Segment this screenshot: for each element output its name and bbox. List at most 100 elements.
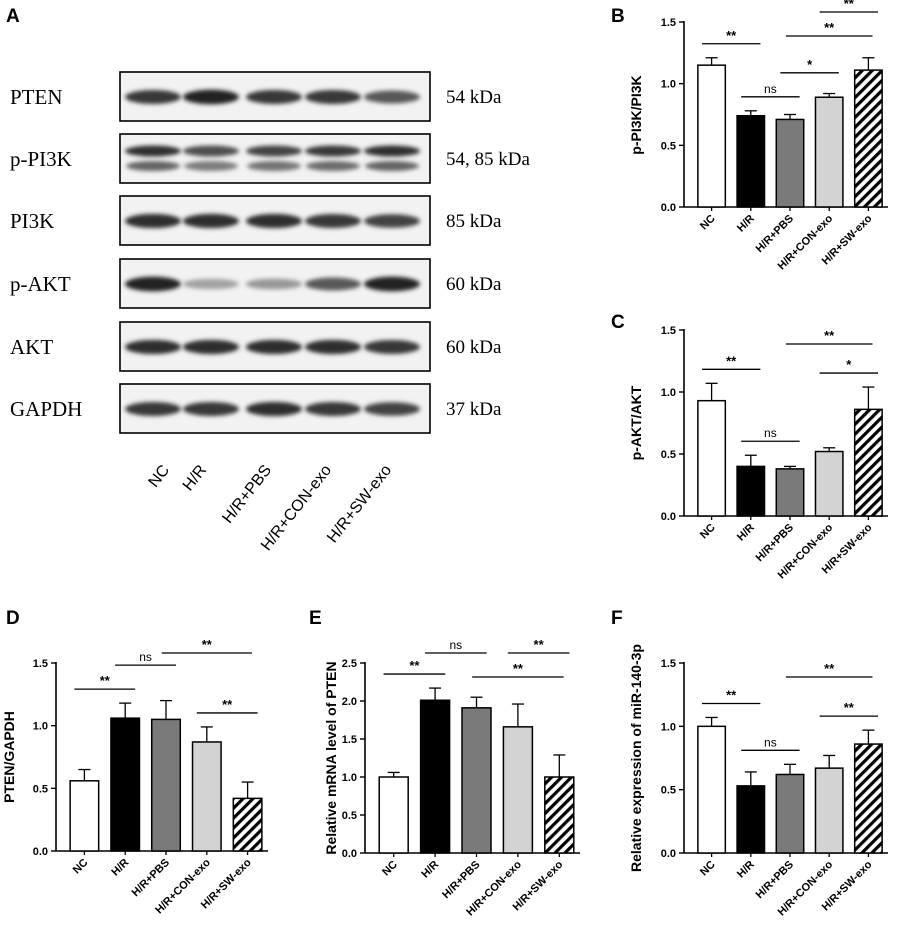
y-tick-label: 0.0 — [661, 202, 676, 214]
blot-band — [183, 402, 239, 416]
y-tick-label: 1.5 — [661, 17, 676, 29]
y-tick-label: 2.5 — [342, 658, 357, 670]
blot-band — [305, 339, 361, 355]
bar — [775, 468, 805, 517]
bar — [502, 726, 534, 854]
significance-label: ** — [409, 658, 420, 673]
significance-label: ns — [764, 426, 777, 440]
bar — [697, 64, 727, 208]
significance-label: ** — [513, 661, 524, 676]
y-tick-label: 0.0 — [342, 848, 357, 860]
significance-label: ** — [726, 353, 737, 368]
significance-label: * — [846, 357, 852, 372]
panel-letter-c: C — [611, 312, 625, 333]
y-tick-label: 1.5 — [33, 658, 48, 670]
blot-band — [305, 402, 361, 416]
blot-protein-label: p-AKT — [10, 272, 71, 296]
panel-letter-f: F — [611, 608, 623, 629]
y-tick-label: 2.0 — [342, 696, 357, 708]
x-tick-label: H/R — [419, 859, 441, 881]
blot-band — [305, 214, 361, 228]
y-tick-label: 0.0 — [661, 511, 676, 523]
bar — [150, 718, 182, 852]
blot-kda-label: 60 kDa — [446, 274, 502, 295]
blot-band — [125, 145, 181, 157]
x-tick-label: H/R+PBS — [130, 857, 172, 899]
blot-band — [305, 145, 361, 157]
y-tick-label: 1.0 — [661, 79, 676, 91]
blot-protein-label: PI3K — [10, 209, 54, 233]
significance-label: ** — [202, 637, 213, 652]
bar — [736, 465, 766, 517]
bar — [110, 717, 141, 852]
y-tick-label: 0.5 — [661, 785, 676, 797]
significance-label: ** — [844, 0, 855, 11]
bar — [814, 96, 844, 208]
blot-band — [246, 145, 302, 157]
y-tick-label: 0.5 — [661, 140, 676, 152]
significance-label: ns — [449, 638, 462, 652]
bar — [69, 780, 100, 852]
blot-band — [183, 89, 239, 105]
blot-kda-label: 60 kDa — [446, 337, 502, 358]
blot-band — [125, 90, 181, 104]
y-tick-label: 1.0 — [661, 721, 676, 733]
blot-band — [183, 213, 239, 229]
significance-label: ** — [824, 661, 835, 676]
blot-protein-label: PTEN — [10, 85, 63, 109]
x-tick-label: NC — [380, 859, 400, 879]
blot-band — [364, 402, 420, 416]
blot-protein-label: GAPDH — [10, 397, 82, 421]
blot-band — [364, 214, 420, 228]
y-tick-label: 0.5 — [33, 783, 48, 795]
significance-label: ** — [726, 687, 737, 702]
blot-band — [246, 339, 302, 355]
y-axis-label: Relative mRNA level of PTEN — [323, 661, 339, 854]
x-tick-label: H/R — [735, 522, 757, 544]
blot-lane-label: H/R — [180, 462, 210, 494]
bar — [814, 450, 844, 517]
x-tick-label: H/R+PBS — [440, 859, 482, 901]
y-tick-label: 0.5 — [661, 449, 676, 461]
blot-band — [125, 276, 181, 292]
significance-label: ** — [824, 20, 835, 35]
blot-band — [183, 339, 239, 355]
blot-kda-label: 37 kDa — [446, 399, 502, 420]
y-axis-label: p-AKT/AKT — [628, 385, 644, 460]
significance-label: ns — [139, 650, 152, 664]
blot-band — [364, 340, 420, 354]
y-tick-label: 1.0 — [342, 772, 357, 784]
y-tick-label: 0.0 — [661, 848, 676, 860]
y-axis-label: Relative expression of miR-140-3p — [628, 644, 644, 872]
blot-band — [126, 161, 180, 171]
blot-band — [365, 161, 419, 171]
blot-band — [364, 90, 420, 104]
bar — [697, 725, 727, 854]
blot-kda-label: 85 kDa — [446, 211, 502, 232]
bar — [461, 707, 492, 854]
blot-box-1 — [119, 133, 431, 184]
x-tick-label: H/R — [735, 213, 757, 235]
blot-band — [125, 402, 181, 416]
blot-band — [247, 161, 301, 171]
bar — [814, 767, 844, 854]
significance-label: ns — [764, 82, 777, 96]
blot-band — [364, 145, 420, 157]
y-tick-label: 1.5 — [661, 325, 676, 337]
panel-letter-e: E — [309, 608, 322, 629]
x-tick-label: NC — [698, 522, 718, 542]
bar — [544, 776, 575, 854]
bar — [853, 743, 883, 854]
blot-band — [364, 276, 420, 292]
blot-lane-label: H/R+PBS — [219, 462, 275, 527]
y-tick-label: 1.0 — [661, 387, 676, 399]
x-tick-label: H/R — [109, 857, 131, 879]
blot-band — [246, 213, 302, 229]
y-tick-label: 0.5 — [342, 810, 357, 822]
blot-band — [125, 339, 181, 355]
blot-band — [125, 213, 181, 229]
bar — [853, 408, 883, 517]
blot-band — [183, 278, 239, 290]
bar — [419, 699, 451, 854]
significance-label: ns — [764, 735, 777, 749]
